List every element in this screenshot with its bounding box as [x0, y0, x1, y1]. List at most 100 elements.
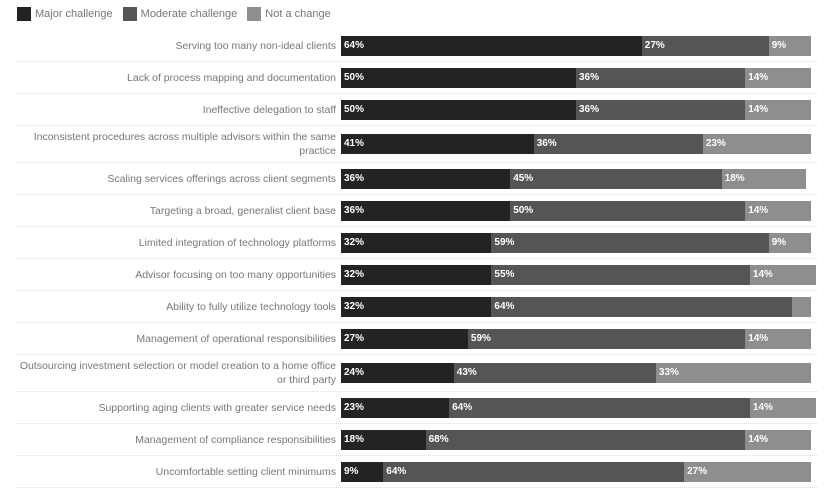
stacked-bar: 24% 43% 33%	[341, 363, 811, 383]
legend-label: Major challenge	[35, 8, 113, 20]
bar-row: Targeting a broad, generalist client bas…	[17, 195, 817, 227]
bar-row: Lack of process mapping and documentatio…	[17, 62, 817, 94]
data-label: 27%	[344, 332, 365, 344]
category-label: Targeting a broad, generalist client bas…	[149, 204, 336, 217]
data-label: 14%	[748, 71, 769, 83]
bar-segment-moderate-challenge: 50%	[510, 200, 746, 221]
category-label: Management of operational responsibiliti…	[136, 332, 336, 345]
bar-segment-major-challenge: 9%	[341, 461, 384, 482]
data-label: 9%	[771, 39, 787, 51]
bar-row: Inconsistent procedures across multiple …	[17, 126, 817, 163]
stacked-bar: 50% 36% 14%	[341, 99, 811, 120]
bar-segment-major-challenge: 64%	[341, 35, 642, 56]
stacked-bar: 32% 55% 14%	[341, 264, 816, 285]
stacked-bar: 27% 59% 14%	[341, 328, 811, 349]
data-label: 32%	[344, 236, 365, 248]
chart-rows: Serving too many non-ideal clients 64% 27%…	[17, 30, 817, 488]
data-label: 14%	[748, 103, 769, 115]
legend: Major challenge Moderate challenge Not a c…	[17, 7, 331, 21]
bar-segment-not-a-change: 14%	[749, 264, 816, 285]
bar-segment-not-a-change: 9%	[768, 232, 811, 253]
data-label: 27%	[687, 465, 708, 477]
bar-segment-moderate-challenge: 64%	[491, 296, 793, 317]
bar-segment-major-challenge: 41%	[341, 134, 534, 154]
category-label: Uncomfortable setting client minimums	[155, 465, 336, 478]
bar-segment-not-a-change: 14%	[749, 397, 816, 418]
data-label: 64%	[386, 465, 407, 477]
bar-segment-not-a-change: 18%	[721, 168, 807, 189]
bar-row: Outsourcing investment selection or mode…	[17, 355, 817, 392]
bar-segment-major-challenge: 36%	[341, 168, 511, 189]
data-label: 9%	[771, 236, 787, 248]
bar-row: Scaling services offerings across client…	[17, 163, 817, 195]
stacked-bar: 41% 36% 23%	[341, 134, 811, 154]
data-label: 14%	[748, 332, 769, 344]
bar-segment-moderate-challenge: 59%	[467, 328, 746, 349]
category-label: Inconsistent procedures across multiple …	[33, 131, 336, 157]
stacked-bar: 50% 36% 14%	[341, 67, 811, 88]
bar-segment-not-a-change: 27%	[684, 461, 811, 482]
bar-segment-major-challenge: 32%	[341, 296, 492, 317]
bar-segment-moderate-challenge: 36%	[576, 99, 746, 120]
category-label: Serving too many non-ideal clients	[175, 39, 336, 52]
category-label: Limited integration of technology platfo…	[138, 236, 336, 249]
data-label: 50%	[344, 103, 365, 115]
legend-item: Moderate challenge	[122, 7, 237, 21]
bar-row: Management of compliance responsibilitie…	[17, 424, 817, 456]
bar-segment-not-a-change: 9%	[768, 35, 811, 56]
bar-segment-not-a-change: 14%	[745, 99, 811, 120]
stacked-bar: 36% 50% 14%	[341, 200, 811, 221]
bar-segment-moderate-challenge: 55%	[491, 264, 750, 285]
bar-segment-moderate-challenge: 68%	[425, 429, 746, 450]
bar-segment-moderate-challenge: 64%	[449, 397, 750, 418]
bar-segment-moderate-challenge: 36%	[533, 134, 703, 154]
data-label: 14%	[752, 401, 773, 413]
data-label: 23%	[344, 401, 365, 413]
legend-label: Not a change	[265, 8, 331, 20]
bar-segment-not-a-change: 23%	[702, 134, 811, 154]
category-label: Outsourcing investment selection or mode…	[19, 360, 336, 386]
data-label: 50%	[344, 71, 365, 83]
legend-swatch	[17, 7, 31, 21]
data-label: 33%	[658, 367, 679, 378]
category-label: Ineffective delegation to staff	[202, 103, 336, 116]
bar-segment-major-challenge: 27%	[341, 328, 468, 349]
bar-row: Ineffective delegation to staff 50% 36% 14%	[17, 94, 817, 126]
stacked-bar: 36% 45% 18%	[341, 168, 807, 189]
stacked-bar: 32% 59% 9%	[341, 232, 811, 253]
data-label: 41%	[344, 138, 365, 149]
bar-segment-major-challenge: 50%	[341, 99, 576, 120]
bar-row: Management of operational responsibiliti…	[17, 323, 817, 355]
data-label: 14%	[752, 268, 773, 280]
data-label: 59%	[470, 332, 491, 344]
bar-segment-not-a-change: 14%	[745, 200, 811, 221]
bar-row: Limited integration of technology platfo…	[17, 227, 817, 259]
bar-segment-moderate-challenge: 27%	[641, 35, 769, 56]
legend-item: Not a change	[247, 7, 331, 21]
category-label: Advisor focusing on too many opportuniti…	[135, 268, 336, 281]
bar-row: Serving too many non-ideal clients 64% 27%…	[17, 30, 817, 62]
data-label: 59%	[494, 236, 515, 248]
bar-segment-major-challenge: 24%	[341, 363, 454, 383]
bar-segment-not-a-change: 14%	[745, 429, 811, 450]
stacked-bar: 32% 64%	[341, 296, 811, 317]
bar-segment-moderate-challenge: 64%	[383, 461, 685, 482]
data-label: 36%	[344, 172, 365, 184]
legend-swatch	[247, 7, 262, 21]
legend-swatch	[122, 7, 137, 21]
data-label: 64%	[344, 39, 365, 51]
legend-item: Major challenge	[17, 7, 113, 21]
bar-row: Ability to fully utilize technology tool…	[17, 291, 817, 323]
data-label: 68%	[428, 433, 449, 445]
bar-segment-not-a-change: 14%	[745, 328, 811, 349]
data-label: 64%	[494, 300, 515, 312]
data-label: 45%	[513, 172, 534, 184]
bar-segment-major-challenge: 18%	[341, 429, 426, 450]
data-label: 24%	[344, 367, 365, 378]
data-label: 36%	[579, 103, 600, 115]
data-label: 18%	[344, 433, 365, 445]
data-label: 36%	[579, 71, 600, 83]
bar-segment-major-challenge: 23%	[341, 397, 450, 418]
data-label: 36%	[344, 204, 365, 216]
data-label: 14%	[748, 204, 769, 216]
